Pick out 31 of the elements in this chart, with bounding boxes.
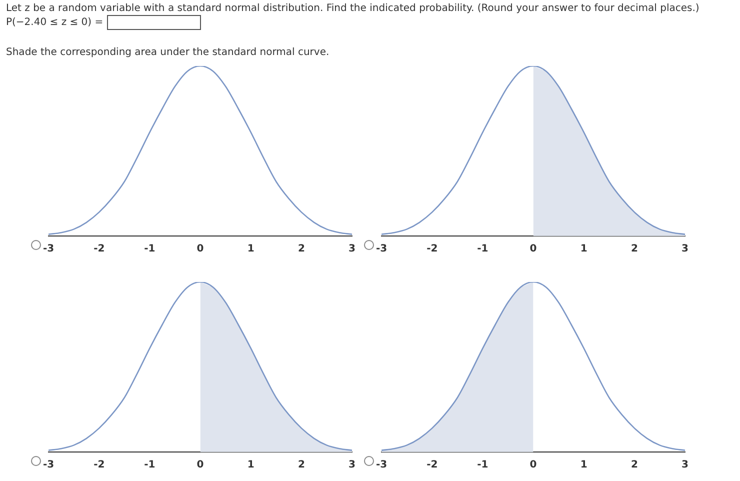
x-tick-label: -3 <box>376 244 388 255</box>
x-tick-label: 3 <box>682 244 689 255</box>
x-tick-label: -3 <box>43 460 54 471</box>
x-tick-label: -1 <box>477 460 488 471</box>
x-tick-label: 0 <box>530 460 537 471</box>
text: Shade the corresponding area under the standard normal curve. <box>6 46 330 59</box>
x-tick-label: -2 <box>426 244 438 255</box>
x-tick-label: 3 <box>682 460 689 471</box>
x-tick-label: -1 <box>144 460 156 471</box>
x-tick-label: 0 <box>196 460 204 471</box>
x-tick-label: 1 <box>580 244 588 255</box>
x-tick-label: 2 <box>630 460 638 471</box>
x-tick-label: -3 <box>43 244 54 255</box>
x-tick-label: 1 <box>580 460 588 471</box>
x-tick-label: -2 <box>94 244 105 255</box>
x-tick-label: -2 <box>94 460 105 471</box>
x-tick-label: -1 <box>144 244 156 255</box>
x-tick-label: 0 <box>196 244 204 255</box>
x-tick-label: -2 <box>426 460 438 471</box>
text: Let z be a random variable with a standard normal distribution. Find the indicated probability. (Round your answer to four decimal places.) <box>6 2 700 15</box>
x-tick-label: 0 <box>530 244 537 255</box>
x-tick-label: 2 <box>298 244 305 255</box>
x-tick-label: -3 <box>376 460 388 471</box>
x-tick-label: 1 <box>247 244 254 255</box>
x-tick-label: -1 <box>477 244 488 255</box>
x-tick-label: 3 <box>348 244 356 255</box>
x-tick-label: 2 <box>630 244 638 255</box>
x-tick-label: 1 <box>247 460 254 471</box>
text: P(−2.40 ≤ z ≤ 0) = <box>6 16 104 29</box>
x-tick-label: 2 <box>298 460 305 471</box>
x-tick-label: 3 <box>348 460 356 471</box>
